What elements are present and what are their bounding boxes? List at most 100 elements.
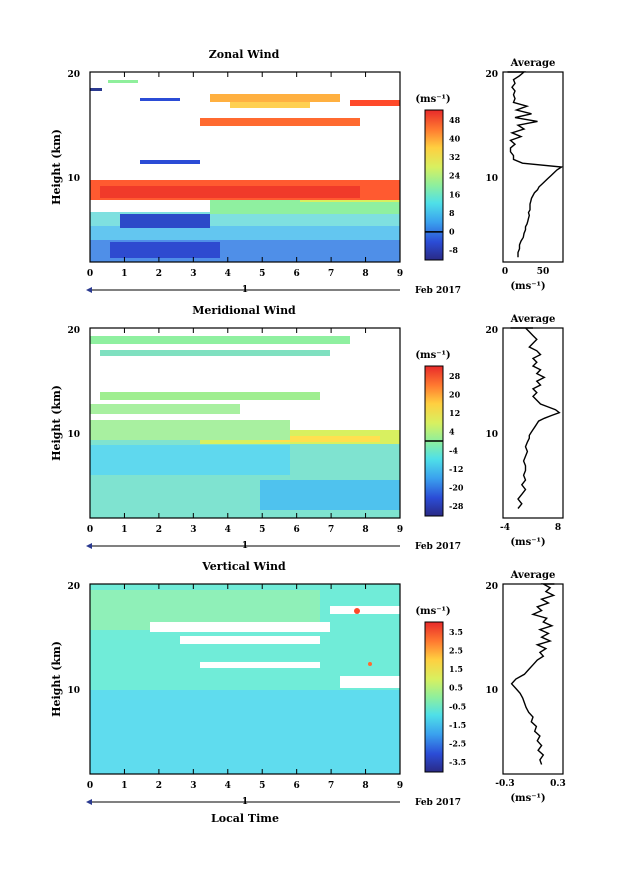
zonal-cb-label-1: 40 — [449, 134, 461, 144]
vertical-profile-title: Average — [510, 570, 556, 581]
meridional-cb-label-3: 4 — [449, 427, 455, 437]
vertical-cb-label-2: 1.5 — [449, 664, 463, 674]
meridional-profile-ytick-20: 20 — [485, 326, 498, 336]
meridional-ytick-10: 10 — [67, 430, 80, 440]
vertical-field — [90, 584, 400, 774]
meridional-cb-label-0: 28 — [449, 371, 461, 381]
meridional-ytick-20: 20 — [67, 326, 80, 336]
zonal-ytick-10: 10 — [67, 174, 80, 184]
vertical-cb-unit: (ms⁻¹) — [415, 606, 450, 617]
vertical-panel: Vertical Wind 0 1 2 3 4 5 6 7 8 9 20 10 Height (k… — [50, 560, 566, 825]
vertical-cb-label-0: 3.5 — [449, 627, 463, 637]
zonal-xtick-6: 6 — [294, 269, 300, 279]
vertical-xtick-3: 3 — [190, 781, 196, 791]
meridional-xtick-6: 6 — [294, 525, 300, 535]
zonal-cb-unit: (ms⁻¹) — [415, 94, 450, 105]
meridional-cb-label-6: -20 — [449, 482, 464, 492]
vertical-date-tick: 1 — [242, 797, 248, 807]
meridional-date-tick: 1 — [242, 541, 248, 551]
zonal-profile-xtick-0: 0 — [502, 267, 508, 277]
zonal-date-marker — [86, 287, 92, 293]
vertical-cb-labels: 3.5 2.5 1.5 0.5 -0.5 -1.5 -2.5 -3.5 — [449, 627, 466, 767]
zonal-xtick-3: 3 — [190, 269, 196, 279]
vertical-cb-label-1: 2.5 — [449, 646, 463, 656]
meridional-profile-xlabel: (ms⁻¹) — [510, 537, 545, 548]
zonal-cb-label-6: 0 — [449, 226, 455, 236]
vertical-title: Vertical Wind — [201, 560, 286, 573]
vertical-xtick-4: 4 — [225, 781, 231, 791]
vertical-xtick-6: 6 — [294, 781, 300, 791]
zonal-xtick-2: 2 — [156, 269, 162, 279]
zonal-ylabel: Height (km) — [50, 129, 63, 205]
vertical-xtick-9: 9 — [397, 781, 403, 791]
zonal-axes-frame — [89, 71, 401, 263]
meridional-profile-line — [510, 327, 561, 509]
meridional-cb-label-7: -28 — [449, 501, 464, 511]
vertical-profile-ytick-10: 10 — [485, 686, 498, 696]
meridional-profile-frame — [502, 327, 564, 519]
meridional-xtick-2: 2 — [156, 525, 162, 535]
zonal-xtick-0: 0 — [87, 269, 93, 279]
meridional-xtick-5: 5 — [259, 525, 265, 535]
meridional-profile-title: Average — [510, 314, 556, 325]
meridional-cb-unit: (ms⁻¹) — [415, 350, 450, 361]
vertical-date-label: Feb 2017 — [415, 798, 461, 808]
meridional-date-marker — [86, 543, 92, 549]
vertical-xtick-2: 2 — [156, 781, 162, 791]
vertical-xtick-1: 1 — [121, 781, 127, 791]
zonal-cb-labels: 48 40 32 24 16 8 0 -8 — [449, 115, 461, 255]
vertical-xtick-5: 5 — [259, 781, 265, 791]
vertical-cb-label-3: 0.5 — [449, 683, 463, 693]
vertical-date-marker — [86, 799, 92, 805]
meridional-x-ticks: 0 1 2 3 4 5 6 7 8 9 — [87, 328, 403, 535]
zonal-profile-xtick-1: 50 — [537, 267, 550, 277]
vertical-profile-xlabel: (ms⁻¹) — [510, 793, 545, 804]
meridional-cb-labels: 28 20 12 4 -4 -12 -20 -28 — [449, 371, 464, 511]
zonal-xtick-4: 4 — [225, 269, 231, 279]
zonal-cb-label-3: 24 — [449, 171, 461, 181]
zonal-profile-line — [507, 71, 564, 258]
vertical-ylabel: Height (km) — [50, 641, 63, 717]
vertical-ytick-10: 10 — [67, 686, 80, 696]
zonal-date-label: Feb 2017 — [415, 286, 461, 296]
zonal-ytick-20: 20 — [67, 70, 80, 80]
meridional-cb-label-5: -12 — [449, 464, 463, 474]
vertical-profile-xtick-0: -0.3 — [495, 779, 514, 789]
zonal-title: Zonal Wind — [209, 48, 280, 61]
vertical-xtick-8: 8 — [362, 781, 368, 791]
meridional-xtick-9: 9 — [397, 525, 403, 535]
zonal-x-ticks: 0 1 2 3 4 5 6 7 8 9 — [87, 72, 403, 279]
vertical-cb-label-5: -1.5 — [449, 720, 466, 730]
meridional-cb-label-2: 12 — [449, 408, 460, 418]
meridional-profile-xtick-0: -4 — [500, 523, 510, 533]
meridional-xtick-4: 4 — [225, 525, 231, 535]
zonal-cb-label-5: 8 — [449, 208, 455, 218]
zonal-profile-ytick-20: 20 — [485, 70, 498, 80]
vertical-profile-ytick-20: 20 — [485, 582, 498, 592]
vertical-profile-frame — [502, 583, 564, 775]
zonal-xtick-8: 8 — [362, 269, 368, 279]
zonal-cb-label-0: 48 — [449, 115, 461, 125]
meridional-xtick-3: 3 — [190, 525, 196, 535]
vertical-cb-label-6: -2.5 — [449, 738, 466, 748]
meridional-title: Meridional Wind — [192, 304, 296, 317]
meridional-date-label: Feb 2017 — [415, 542, 461, 552]
meridional-xtick-7: 7 — [328, 525, 334, 535]
zonal-cb-label-4: 16 — [449, 189, 461, 199]
meridional-xtick-0: 0 — [87, 525, 93, 535]
zonal-cb-label-7: -8 — [449, 245, 458, 255]
meridional-cb-label-1: 20 — [449, 390, 461, 400]
zonal-xtick-9: 9 — [397, 269, 403, 279]
zonal-field — [90, 80, 400, 262]
vertical-profile-xtick-1: 0.3 — [550, 779, 566, 789]
meridional-axes-frame — [89, 327, 401, 519]
meridional-cb-label-4: -4 — [449, 445, 458, 455]
zonal-colorbar — [424, 109, 444, 261]
meridional-field — [90, 336, 400, 518]
zonal-date-tick: 1 — [242, 285, 248, 295]
zonal-profile-frame — [502, 71, 564, 263]
meridional-profile-ytick-10: 10 — [485, 430, 498, 440]
